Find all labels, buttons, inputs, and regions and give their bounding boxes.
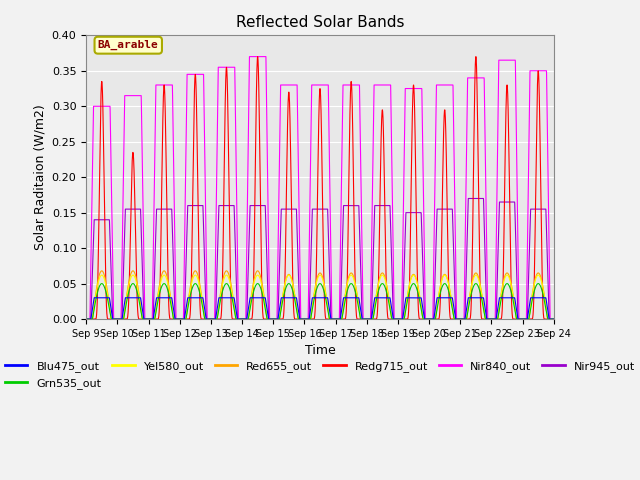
- Redg715_out: [472, 54, 480, 60]
- Nir840_out: [166, 82, 174, 88]
- Yel580_out: [424, 316, 432, 322]
- Nir945_out: [302, 316, 310, 322]
- Text: BA_arable: BA_arable: [98, 40, 159, 50]
- Line: Blu475_out: Blu475_out: [86, 298, 554, 319]
- Nir945_out: [398, 316, 406, 322]
- Nir840_out: [399, 273, 406, 279]
- Red655_out: [549, 316, 557, 322]
- Line: Grn535_out: Grn535_out: [86, 284, 554, 319]
- Redg715_out: [424, 316, 432, 322]
- Yel580_out: [166, 294, 174, 300]
- Redg715_out: [549, 316, 557, 322]
- Nir840_out: [550, 316, 557, 322]
- Nir840_out: [302, 316, 310, 322]
- Redg715_out: [302, 316, 310, 322]
- Y-axis label: Solar Raditaion (W/m2): Solar Raditaion (W/m2): [33, 104, 46, 250]
- Nir840_out: [83, 316, 90, 322]
- Red655_out: [424, 316, 432, 322]
- Yel580_out: [302, 316, 310, 322]
- Nir945_out: [451, 283, 458, 289]
- Red655_out: [550, 316, 557, 322]
- Nir945_out: [549, 316, 557, 322]
- Redg715_out: [550, 316, 557, 322]
- Grn535_out: [549, 316, 557, 322]
- Line: Redg715_out: Redg715_out: [86, 57, 554, 319]
- Grn535_out: [166, 298, 174, 304]
- Title: Reflected Solar Bands: Reflected Solar Bands: [236, 15, 404, 30]
- Redg715_out: [83, 316, 90, 322]
- Blu475_out: [166, 295, 174, 300]
- Nir840_out: [246, 54, 253, 60]
- Blu475_out: [83, 316, 90, 322]
- Red655_out: [451, 316, 459, 322]
- Line: Red655_out: Red655_out: [86, 271, 554, 319]
- Line: Nir945_out: Nir945_out: [86, 199, 554, 319]
- Nir945_out: [166, 206, 174, 212]
- Yel580_out: [549, 316, 557, 322]
- Nir945_out: [550, 316, 557, 322]
- Nir945_out: [424, 316, 432, 322]
- Blu475_out: [302, 316, 310, 322]
- Line: Yel580_out: Yel580_out: [86, 275, 554, 319]
- Legend: Blu475_out, Grn535_out, Yel580_out, Red655_out, Redg715_out, Nir840_out, Nir945_: Blu475_out, Grn535_out, Yel580_out, Red6…: [1, 357, 639, 393]
- Grn535_out: [98, 281, 106, 287]
- Grn535_out: [550, 316, 557, 322]
- Blu475_out: [451, 311, 459, 316]
- Grn535_out: [451, 316, 459, 322]
- Nir840_out: [451, 197, 459, 203]
- Red655_out: [302, 316, 310, 322]
- Red655_out: [399, 316, 406, 322]
- Nir945_out: [83, 316, 90, 322]
- Grn535_out: [83, 316, 90, 322]
- Nir945_out: [465, 196, 472, 202]
- Yel580_out: [451, 316, 459, 322]
- Grn535_out: [302, 316, 310, 322]
- Grn535_out: [424, 316, 432, 322]
- Blu475_out: [550, 316, 557, 322]
- X-axis label: Time: Time: [305, 344, 335, 357]
- Yel580_out: [98, 272, 106, 278]
- Red655_out: [83, 316, 90, 322]
- Red655_out: [98, 268, 106, 274]
- Redg715_out: [398, 316, 406, 322]
- Blu475_out: [424, 316, 432, 322]
- Red655_out: [166, 292, 174, 298]
- Blu475_out: [399, 316, 406, 322]
- Yel580_out: [550, 316, 557, 322]
- Grn535_out: [399, 316, 406, 322]
- Redg715_out: [166, 316, 174, 322]
- Blu475_out: [549, 316, 557, 322]
- Nir840_out: [549, 316, 557, 322]
- Yel580_out: [399, 316, 406, 322]
- Nir840_out: [424, 316, 432, 322]
- Line: Nir840_out: Nir840_out: [86, 57, 554, 319]
- Yel580_out: [83, 316, 90, 322]
- Blu475_out: [90, 295, 98, 300]
- Redg715_out: [451, 316, 458, 322]
